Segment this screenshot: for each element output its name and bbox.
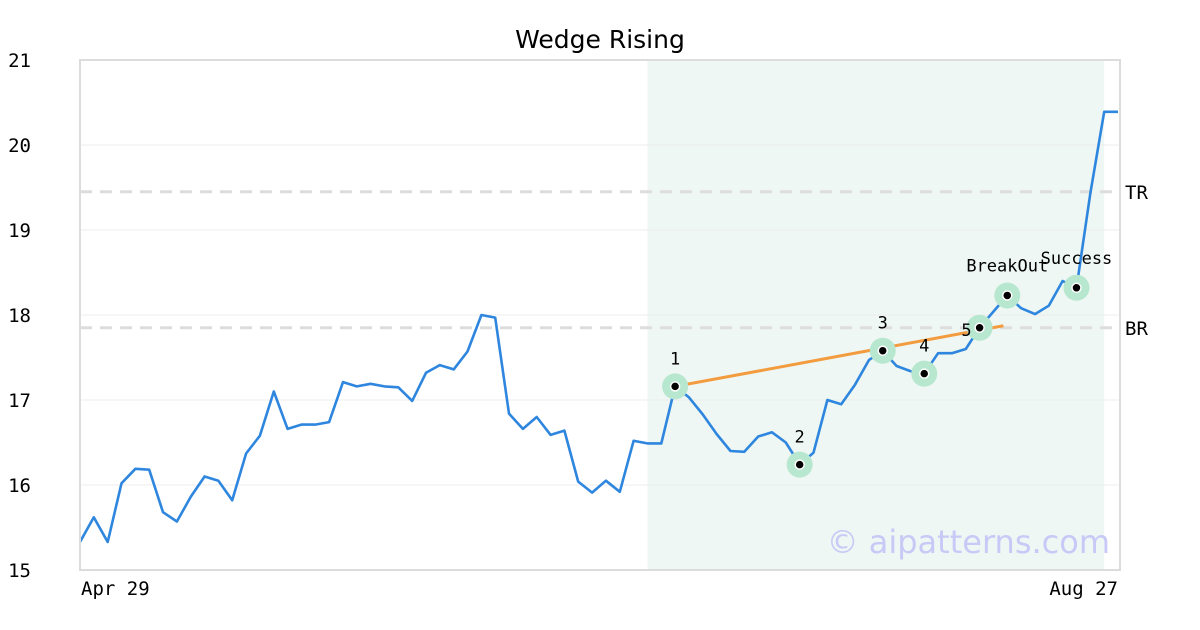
- x-tick-label-start: Apr 29: [81, 578, 150, 600]
- x-tick-label-end: Aug 27: [1049, 578, 1118, 600]
- point-label-5: 5: [961, 321, 971, 341]
- point-label-4: 4: [919, 337, 929, 357]
- point-label-success: Success: [1041, 249, 1113, 269]
- point-marker-5: [974, 322, 985, 333]
- y-tick-label: 21: [8, 50, 31, 72]
- point-marker-4: [918, 368, 930, 379]
- point-marker-success: [1071, 282, 1082, 294]
- point-marker-3: [877, 345, 888, 356]
- y-tick-label: 19: [8, 220, 31, 242]
- y-tick-label: 16: [8, 475, 31, 497]
- point-label-2: 2: [795, 428, 805, 448]
- point-marker-1: [669, 381, 681, 392]
- watermark: © aipatterns.com: [827, 523, 1110, 561]
- point-marker-2: [794, 459, 805, 470]
- level-label-br: BR: [1125, 318, 1148, 340]
- point-label-3: 3: [878, 314, 888, 334]
- y-tick-label: 20: [8, 135, 31, 157]
- y-tick-label: 17: [8, 390, 31, 412]
- y-tick-label: 15: [8, 560, 31, 582]
- chart-title: Wedge Rising: [515, 25, 685, 54]
- point-marker-breakout: [1002, 290, 1013, 301]
- level-label-tr: TR: [1125, 182, 1148, 204]
- price-line: [78, 110, 1118, 544]
- point-label-1: 1: [670, 349, 680, 369]
- trendline: [674, 324, 1004, 388]
- point-label-breakout: BreakOut: [966, 256, 1048, 276]
- plot-frame: [79, 59, 1121, 571]
- y-tick-label: 18: [8, 305, 31, 327]
